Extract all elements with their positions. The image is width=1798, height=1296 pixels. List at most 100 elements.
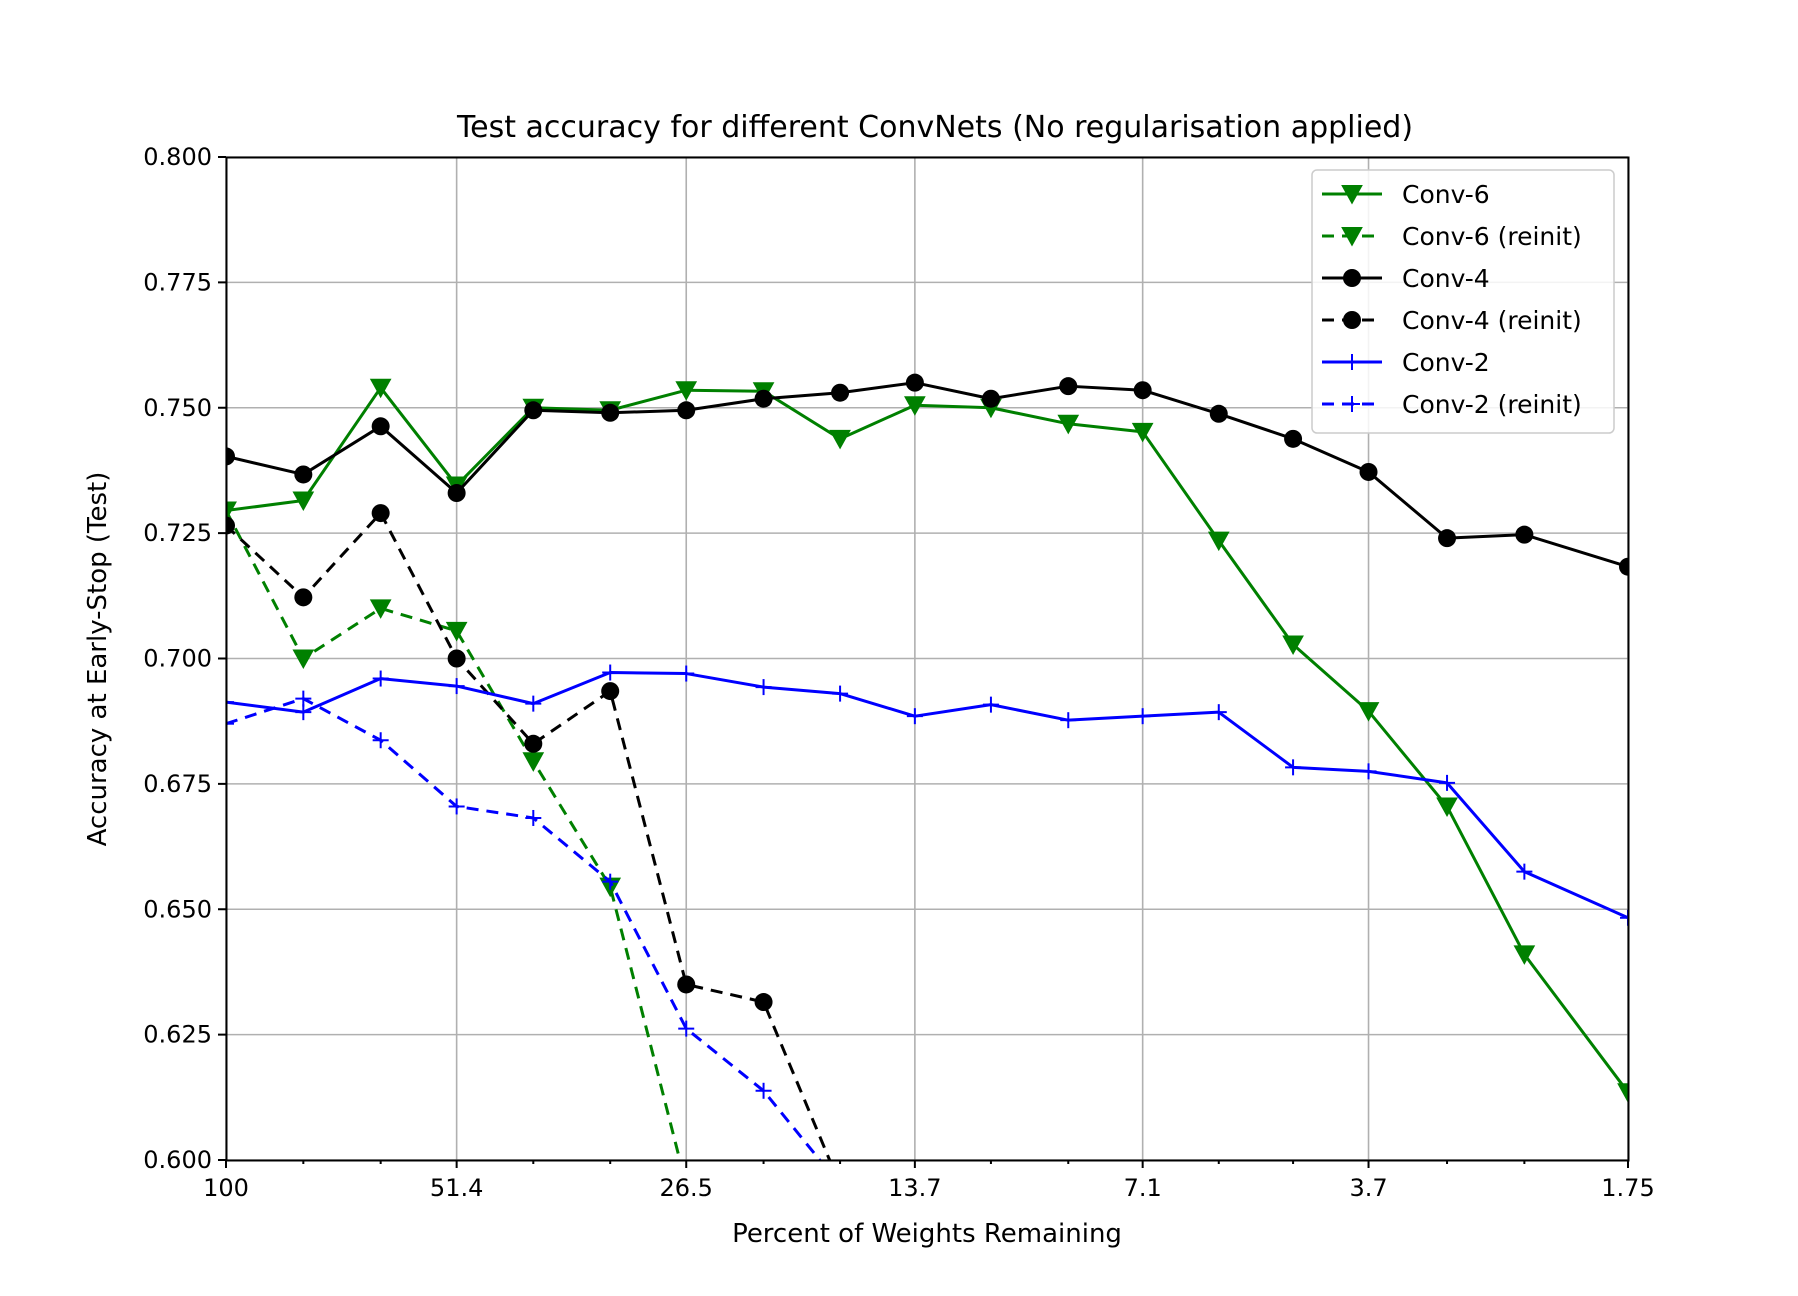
series-5 [226,690,822,1160]
data-point [678,665,695,682]
legend-entry: Conv-6 (reinit) [1322,222,1582,251]
data-point [226,501,237,522]
data-point [295,690,312,707]
data-point [1619,557,1628,576]
axis-ticks: 0.600 0.625 0.650 0.675 0.700 0.725 0.750 0.775… [143,143,1654,1202]
plot-frame [225,156,1630,1162]
data-point [522,752,545,772]
y-axis-label: Accuracy at Early-Stop (Test) [83,472,113,847]
data-point [371,417,390,436]
legend-label: Conv-4 (reinit) [1402,306,1582,335]
data-point [1360,763,1377,780]
legend-marker [1343,269,1361,287]
data-point [1210,704,1227,721]
legend-marker [1341,185,1363,205]
data-point [981,389,1000,408]
y-tick-label: 0.775 [143,268,212,296]
data-point [226,715,234,732]
x-axis-label: Percent of Weights Remaining [732,1219,1122,1249]
legend-label: Conv-2 (reinit) [1402,390,1582,419]
data-point [1282,635,1304,655]
x-tick-label: 100 [203,1174,249,1202]
data-point [448,798,465,815]
legend-box [1311,169,1615,434]
series-line [226,697,822,1160]
data-point [831,383,850,402]
data-point [1284,429,1303,448]
data-point [447,484,466,503]
legend-label: Conv-6 (reinit) [1402,222,1582,251]
data-point [678,1020,695,1037]
legend-entry: Conv-4 [1322,264,1490,293]
data-point [1059,377,1078,396]
legend-label: Conv-4 [1402,264,1490,293]
data-point [601,403,620,422]
data-point [906,708,923,725]
data-point [1617,1083,1628,1103]
series-line [226,511,832,1160]
data-point [602,873,619,890]
x-tick-label: 7.1 [1124,1174,1162,1202]
series-layer [226,373,1628,1160]
x-tick-label: 3.7 [1349,1174,1387,1202]
legend-label: Conv-6 [1402,180,1490,209]
series-4 [226,664,1628,926]
legend-marker [1344,396,1360,412]
x-tick-label: 51.4 [430,1174,483,1202]
data-point [602,664,619,681]
data-point [372,670,389,687]
data-point [982,696,999,713]
data-point [369,378,392,399]
data-point [1131,422,1154,443]
data-point [369,599,392,619]
data-point [525,695,542,712]
legend-marker [1341,227,1363,247]
data-point [448,678,465,695]
data-point [226,447,235,466]
series-line [226,671,1628,920]
data-point [755,1082,772,1099]
data-point [294,588,313,607]
data-point [601,682,620,701]
data-point [1620,909,1628,926]
data-point [1285,759,1302,776]
data-point [829,429,851,450]
series-1 [226,501,682,1160]
data-point [1515,525,1534,544]
data-point [1207,531,1230,552]
data-point [226,694,234,711]
data-point [832,685,849,702]
grid [225,156,1629,1161]
data-point [675,381,698,401]
data-point [754,389,773,408]
series-2 [226,373,1628,576]
y-tick-label: 0.725 [143,519,212,547]
data-point [524,734,543,753]
data-point [677,401,696,420]
legend-entry: Conv-6 [1322,180,1490,209]
data-point [226,516,235,535]
series-line [226,386,1628,1094]
data-point [292,649,315,670]
data-point [1357,702,1380,722]
data-point [755,679,772,696]
data-point [445,621,468,642]
x-tick-label: 13.7 [888,1174,941,1202]
data-point [371,504,390,523]
legend-marker [1344,354,1360,370]
data-point [295,704,312,721]
data-point [1134,708,1151,725]
data-point [1359,462,1378,481]
data-point [1133,381,1152,400]
legend-entry: Conv-4 (reinit) [1322,306,1582,335]
x-tick-label: 26.5 [660,1174,713,1202]
data-point [525,809,542,826]
data-point [1439,774,1456,791]
data-point [1516,863,1533,880]
y-tick-label: 0.800 [143,143,212,171]
data-point [447,649,466,668]
data-point [372,732,389,749]
legend-marker [1343,311,1361,329]
legend-entry: Conv-2 (reinit) [1322,390,1582,419]
